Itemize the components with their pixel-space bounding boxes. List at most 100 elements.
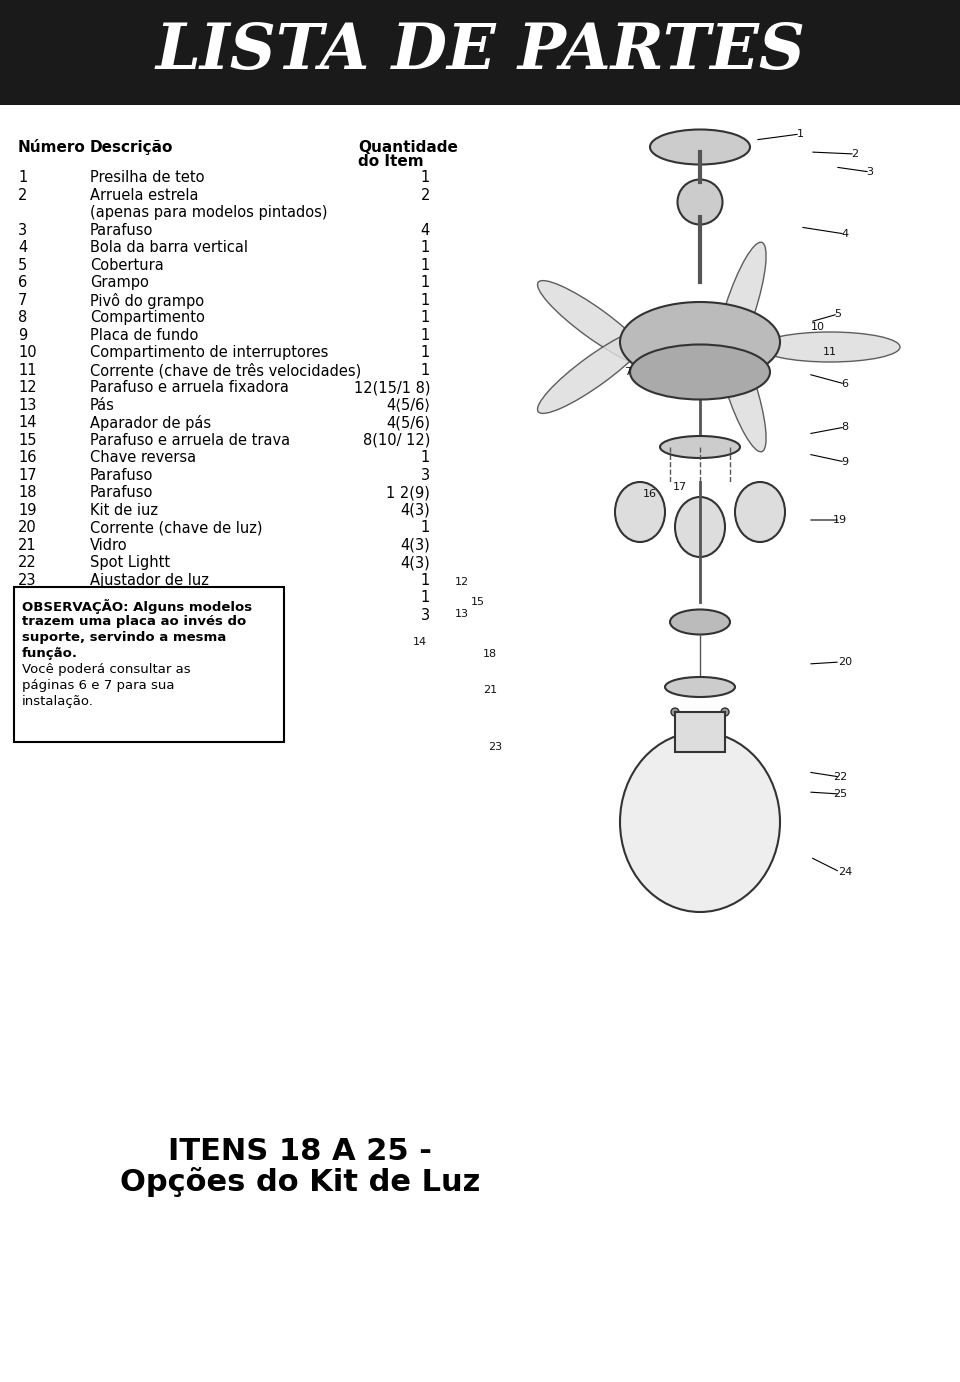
Ellipse shape [760,332,900,362]
Text: 3: 3 [420,608,430,622]
Text: Kit de iuz: Kit de iuz [90,503,158,517]
Text: 1: 1 [420,275,430,290]
Bar [675,712,725,752]
Text: 15: 15 [471,597,485,607]
Text: Pás: Pás [90,398,115,412]
Text: Arruela estrela: Arruela estrela [90,188,199,203]
Text: Compartimento de interruptores: Compartimento de interruptores [90,346,328,359]
Text: 4(5/6): 4(5/6) [386,415,430,430]
Text: Presilha de teto: Presilha de teto [90,170,204,185]
Text: 2: 2 [420,188,430,203]
Ellipse shape [675,498,725,557]
Ellipse shape [660,435,740,457]
Text: Parafuso: Parafuso [90,485,154,500]
Text: 22: 22 [18,556,36,569]
Text: 18: 18 [18,485,36,500]
Text: 1: 1 [420,328,430,343]
Text: 1: 1 [420,257,430,272]
Text: 3: 3 [867,167,874,177]
Text: Ajustador de luz: Ajustador de luz [90,572,209,587]
Text: Aparador de pás: Aparador de pás [90,415,211,431]
Text: 19: 19 [833,515,847,525]
Text: 10: 10 [811,322,825,332]
Ellipse shape [670,609,730,634]
Text: do Item: do Item [358,153,423,169]
Bar [0,0,960,105]
Text: 6: 6 [842,379,849,388]
Text: 4(3): 4(3) [400,503,430,517]
Text: trazem uma placa ao invés do: trazem uma placa ao invés do [22,615,247,627]
Text: Cobertura: Cobertura [90,257,164,272]
Ellipse shape [721,708,729,716]
Text: 13: 13 [455,609,469,619]
Text: 23: 23 [18,572,36,587]
Text: 17: 17 [18,467,36,482]
Text: Vidro: Vidro [90,538,128,553]
Ellipse shape [714,242,766,376]
Text: suporte, servindo a mesma: suporte, servindo a mesma [22,632,227,644]
Text: 24: 24 [18,590,36,605]
Ellipse shape [630,344,770,399]
Text: (apenas para modelos pintados): (apenas para modelos pintados) [90,205,327,220]
Ellipse shape [620,732,780,912]
Text: 9: 9 [18,328,27,343]
Text: 4⟨5/6⟩: 4⟨5/6⟩ [386,398,430,412]
Ellipse shape [678,180,723,224]
Text: 20: 20 [18,520,36,535]
Ellipse shape [671,708,679,716]
Text: 23: 23 [488,742,502,752]
Text: 16: 16 [18,451,36,464]
Text: 8: 8 [18,310,27,325]
Text: Spot Lightt: Spot Lightt [90,556,170,569]
Text: 1: 1 [797,129,804,140]
Text: páginas 6 e 7 para sua: páginas 6 e 7 para sua [22,679,175,692]
Text: Parafuso: Parafuso [90,467,154,482]
Text: 1: 1 [420,346,430,359]
Text: OBSERVAÇÃO: Alguns modelos: OBSERVAÇÃO: Alguns modelos [22,598,252,614]
Text: 4: 4 [841,229,849,239]
Text: 20: 20 [838,656,852,668]
Text: 12: 12 [18,380,36,395]
Text: 12: 12 [455,578,469,587]
Text: LISTA DE PARTES: LISTA DE PARTES [155,21,805,83]
Text: 7: 7 [18,293,28,308]
Text: 9: 9 [841,457,849,467]
Text: Chave reversa: Chave reversa [90,451,196,464]
Text: 5: 5 [834,310,842,319]
Ellipse shape [538,328,652,413]
Ellipse shape [615,482,665,542]
Ellipse shape [538,281,652,366]
Text: 25: 25 [833,789,847,799]
Ellipse shape [650,130,750,164]
Text: 1: 1 [420,572,430,587]
Text: 1: 1 [420,590,430,605]
Text: Pivô do grampo: Pivô do grampo [90,293,204,308]
Text: 10: 10 [18,346,36,359]
Text: 16: 16 [643,489,657,499]
Text: Compartimento: Compartimento [90,310,204,325]
Text: 1: 1 [420,240,430,256]
Text: Corrente (chave de luz): Corrente (chave de luz) [90,520,262,535]
Text: 12(15/1 8): 12(15/1 8) [353,380,430,395]
Text: 3: 3 [420,467,430,482]
Text: 8(10/ 12): 8(10/ 12) [363,433,430,448]
Text: 1 2(9): 1 2(9) [386,485,430,500]
Text: 25: 25 [18,608,36,622]
Text: 15: 15 [18,433,36,448]
Text: 21: 21 [483,685,497,695]
Text: 11: 11 [18,362,36,377]
Text: 4(3): 4(3) [400,538,430,553]
Text: 1: 1 [420,451,430,464]
Text: Opções do Kit de Luz: Opções do Kit de Luz [120,1166,480,1197]
Ellipse shape [665,677,735,697]
Text: Número: Número [18,140,85,155]
Text: 17: 17 [673,482,687,492]
Text: 1: 1 [420,293,430,308]
Ellipse shape [735,482,785,542]
Text: Parafuso: Parafuso [90,223,154,238]
Text: Parafuso e arruela de trava: Parafuso e arruela de trava [90,433,290,448]
Text: 4(3): 4(3) [400,556,430,569]
Text: 2: 2 [18,188,28,203]
Text: 1: 1 [18,170,27,185]
Text: 5: 5 [18,257,27,272]
